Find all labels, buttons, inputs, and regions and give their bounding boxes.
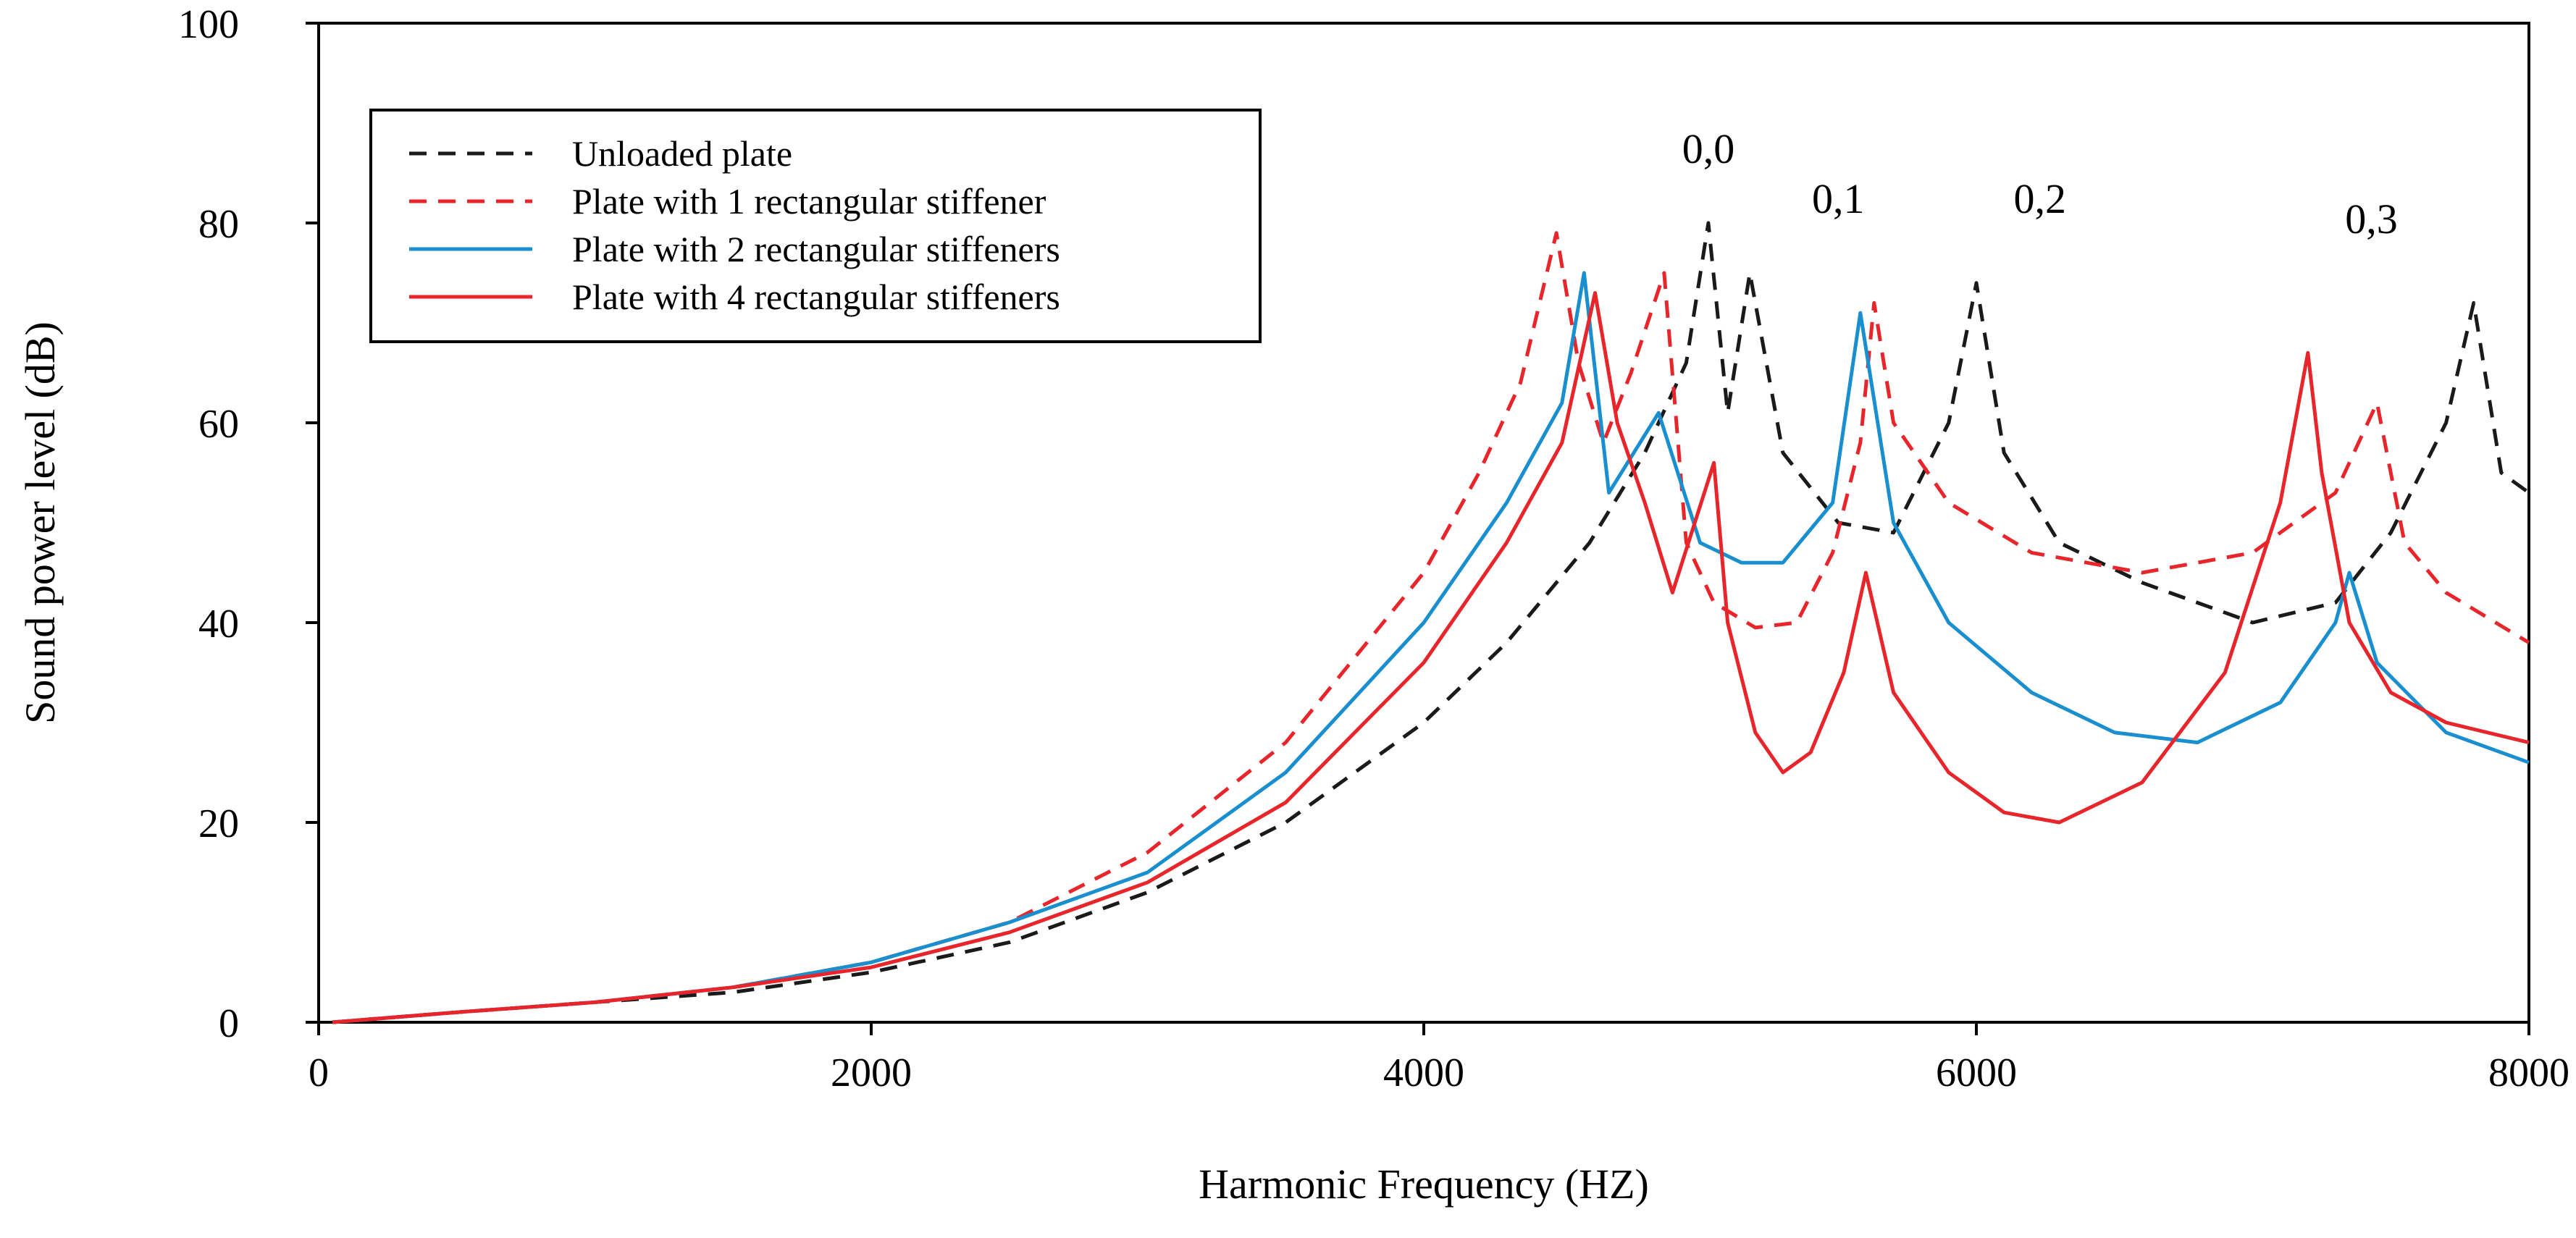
y-axis-title: Sound power level (dB): [17, 321, 64, 724]
y-tick-label: 100: [178, 2, 239, 47]
y-tick-label: 0: [219, 1001, 239, 1046]
x-axis-ticks: 0 2000 4000 6000 8000: [309, 1022, 2569, 1095]
legend-label-3: Plate with 2 rectangular stiffeners: [572, 229, 1060, 269]
legend: Unloaded plate Plate with 1 rectangular s…: [369, 109, 1262, 343]
peak-annotations: 0,0 0,1 0,2 0,3: [1682, 125, 2398, 243]
y-tick-label: 40: [198, 602, 239, 647]
legend-label-2: Plate with 1 rectangular stiffener: [572, 181, 1046, 222]
peak-label: 0,0: [1682, 125, 1735, 172]
series-layer: [332, 221, 2530, 1024]
series-line-1: [332, 221, 2530, 1024]
x-tick-label: 6000: [1936, 1050, 2017, 1095]
x-axis-title: Harmonic Frequency (HZ): [1199, 1161, 1649, 1208]
y-tick-label: 20: [198, 801, 239, 846]
peak-label: 0,1: [1812, 175, 1865, 222]
y-tick-label: 80: [198, 202, 239, 247]
x-tick-label: 0: [309, 1050, 329, 1095]
series-line-2: [332, 231, 2530, 1024]
peak-label: 0,3: [2345, 195, 2398, 243]
series-line-4: [332, 291, 2530, 1024]
x-tick-label: 2000: [831, 1050, 912, 1095]
x-tick-label: 8000: [2488, 1050, 2569, 1095]
y-tick-label: 60: [198, 402, 239, 447]
legend-box: [369, 109, 1262, 343]
legend-label-4: Plate with 4 rectangular stiffeners: [572, 277, 1060, 317]
y-axis-ticks: 0 20 40 60 80 100: [178, 2, 319, 1046]
legend-label-1: Unloaded plate: [572, 133, 792, 174]
x-tick-label: 4000: [1383, 1050, 1464, 1095]
series-line-3: [332, 271, 2530, 1024]
peak-label: 0,2: [2013, 175, 2066, 222]
